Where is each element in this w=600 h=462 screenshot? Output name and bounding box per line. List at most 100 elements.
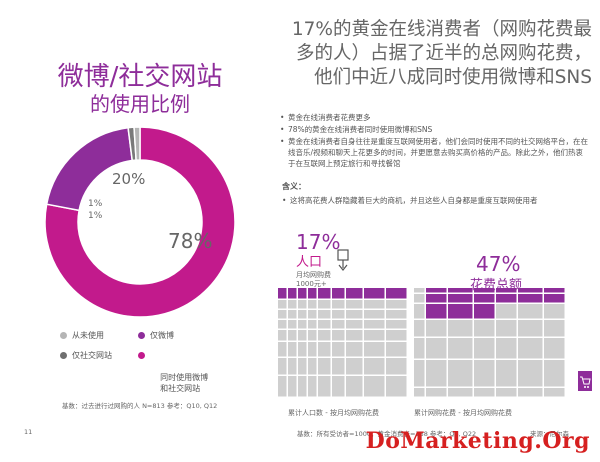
grid-cell-population — [308, 376, 317, 397]
headline: 17%的黄金在线消费者（网购花费最 多的人）占据了近半的总网购花费， 他们中近八… — [291, 19, 592, 88]
bullet-list: 黄金在线消费者花费更多 78%的黄金在线消费者同时使用微博和SNS 黄金在线消费… — [280, 112, 590, 170]
grid-cell-spend — [414, 304, 425, 319]
grid-cell-population — [298, 320, 307, 329]
legend-dot — [138, 352, 145, 359]
grid-cell-spend — [414, 320, 425, 337]
donut-label: 1% — [88, 199, 103, 209]
chart-title: 微博/社交网站 — [57, 62, 223, 92]
left-base-note: 基数：过去进行过网购的人 N=813 参考：Q10, Q12 — [62, 402, 218, 410]
grid-cell-spend — [426, 320, 447, 337]
grid-cell-spend — [474, 338, 495, 359]
grid-cell-spend — [426, 360, 447, 387]
grid-cell-spend — [518, 338, 543, 359]
source-note: 来源：尼尔森 — [530, 430, 569, 438]
grid-cell-spend — [474, 320, 495, 337]
x-label-population: 累计人口数 - 按月均网购花费 — [288, 409, 379, 417]
grid-cell-population — [386, 288, 407, 299]
grid-cell-population — [364, 300, 385, 309]
grid-cell-spend — [448, 294, 473, 303]
cart-icon — [578, 371, 592, 391]
grid-cell-population — [332, 330, 345, 341]
grid-cell-spend — [496, 288, 517, 293]
label-population: 人口 — [296, 255, 323, 270]
grid-cell-population — [332, 342, 345, 357]
grid-cell-spend — [544, 388, 565, 397]
grid-cell-population — [364, 376, 385, 397]
grid-cell-population — [298, 288, 307, 299]
grid-cell-population — [346, 288, 363, 299]
grid-cell-spend — [496, 320, 517, 337]
grid-cell-spend — [414, 294, 425, 303]
grid-cell-spend — [496, 338, 517, 359]
grid-cell-population — [278, 342, 287, 357]
grid-cell-spend — [426, 304, 447, 319]
legend-dot — [60, 352, 67, 359]
grid-cell-population — [308, 320, 317, 329]
legend-item-both: 同时使用微博 和社交网站 — [138, 350, 208, 405]
grid-cell-spend — [426, 338, 447, 359]
grid-cell-population — [364, 342, 385, 357]
implication-text: 这将高花费人群隐藏着巨大的商机，并且这些人自身都是重度互联网使用者 — [282, 195, 600, 206]
legend-item-never: 从未使用 — [60, 330, 104, 341]
grid-cell-population — [288, 342, 297, 357]
x-label-spend: 累计网购花费 - 按月均网购花费 — [414, 409, 512, 417]
grid-cell-spend — [544, 294, 565, 303]
implication-label: 含义： — [282, 182, 306, 191]
grid-cell-population — [332, 376, 345, 397]
arrow-down-icon — [337, 249, 349, 271]
grid-cell-spend — [496, 304, 517, 319]
grid-cell-population — [364, 330, 385, 341]
grid-cell-spend — [448, 338, 473, 359]
watermark-logo: DoMarketing.Org — [365, 428, 590, 454]
grid-cell-spend — [426, 388, 447, 397]
page-number: 11 — [24, 428, 33, 436]
grid-cell-population — [386, 310, 407, 319]
grid-cell-spend — [414, 338, 425, 359]
grid-cell-population — [288, 320, 297, 329]
grid-cell-spend — [448, 304, 473, 319]
grid-cell-population — [278, 310, 287, 319]
grid-cell-population — [318, 300, 331, 309]
grid-cell-spend — [448, 360, 473, 387]
donut-slice-both — [44, 126, 236, 318]
grid-cell-population — [332, 358, 345, 375]
grid-cell-spend — [448, 320, 473, 337]
grid-cell-population — [346, 358, 363, 375]
grid-cell-spend — [496, 360, 517, 387]
grid-cell-population — [278, 288, 287, 299]
legend-item-sns: 仅社交网站 — [60, 350, 112, 361]
grid-cell-population — [308, 288, 317, 299]
grid-cell-population — [364, 288, 385, 299]
grid-cell-spend — [448, 288, 473, 293]
grid-cell-spend — [474, 304, 495, 319]
grid-cell-spend — [544, 360, 565, 387]
grid-cell-population — [346, 320, 363, 329]
arrow-note-line1: 月均网购费 — [296, 271, 331, 279]
grid-cell-population — [346, 300, 363, 309]
grid-cell-spend — [474, 294, 495, 303]
grid-cell-population — [318, 320, 331, 329]
grid-cell-population — [386, 300, 407, 309]
grid-cell-population — [308, 342, 317, 357]
bullet-item: 78%的黄金在线消费者同时使用微博和SNS — [280, 124, 590, 135]
arrow-note-line2: 1000元+ — [296, 280, 327, 288]
grid-cell-population — [298, 376, 307, 397]
grid-cell-spend — [518, 360, 543, 387]
grid-cell-spend — [544, 320, 565, 337]
grid-cell-spend — [474, 388, 495, 397]
legend-dot — [138, 332, 145, 339]
chart-subtitle: 的使用比例 — [90, 92, 190, 116]
grid-cell-population — [298, 358, 307, 375]
grid-cell-spend — [448, 388, 473, 397]
grid-cell-spend — [426, 294, 447, 303]
grid-cell-spend — [518, 388, 543, 397]
grid-cell-population — [364, 358, 385, 375]
grid-cell-population — [318, 330, 331, 341]
grid-cell-population — [288, 288, 297, 299]
grid-cell-population — [364, 310, 385, 319]
grid-cell-spend — [496, 294, 517, 303]
grid-cell-population — [318, 342, 331, 357]
grid-cell-population — [278, 320, 287, 329]
grid-cell-spend — [414, 360, 425, 387]
pct-population: 17% — [296, 230, 341, 254]
